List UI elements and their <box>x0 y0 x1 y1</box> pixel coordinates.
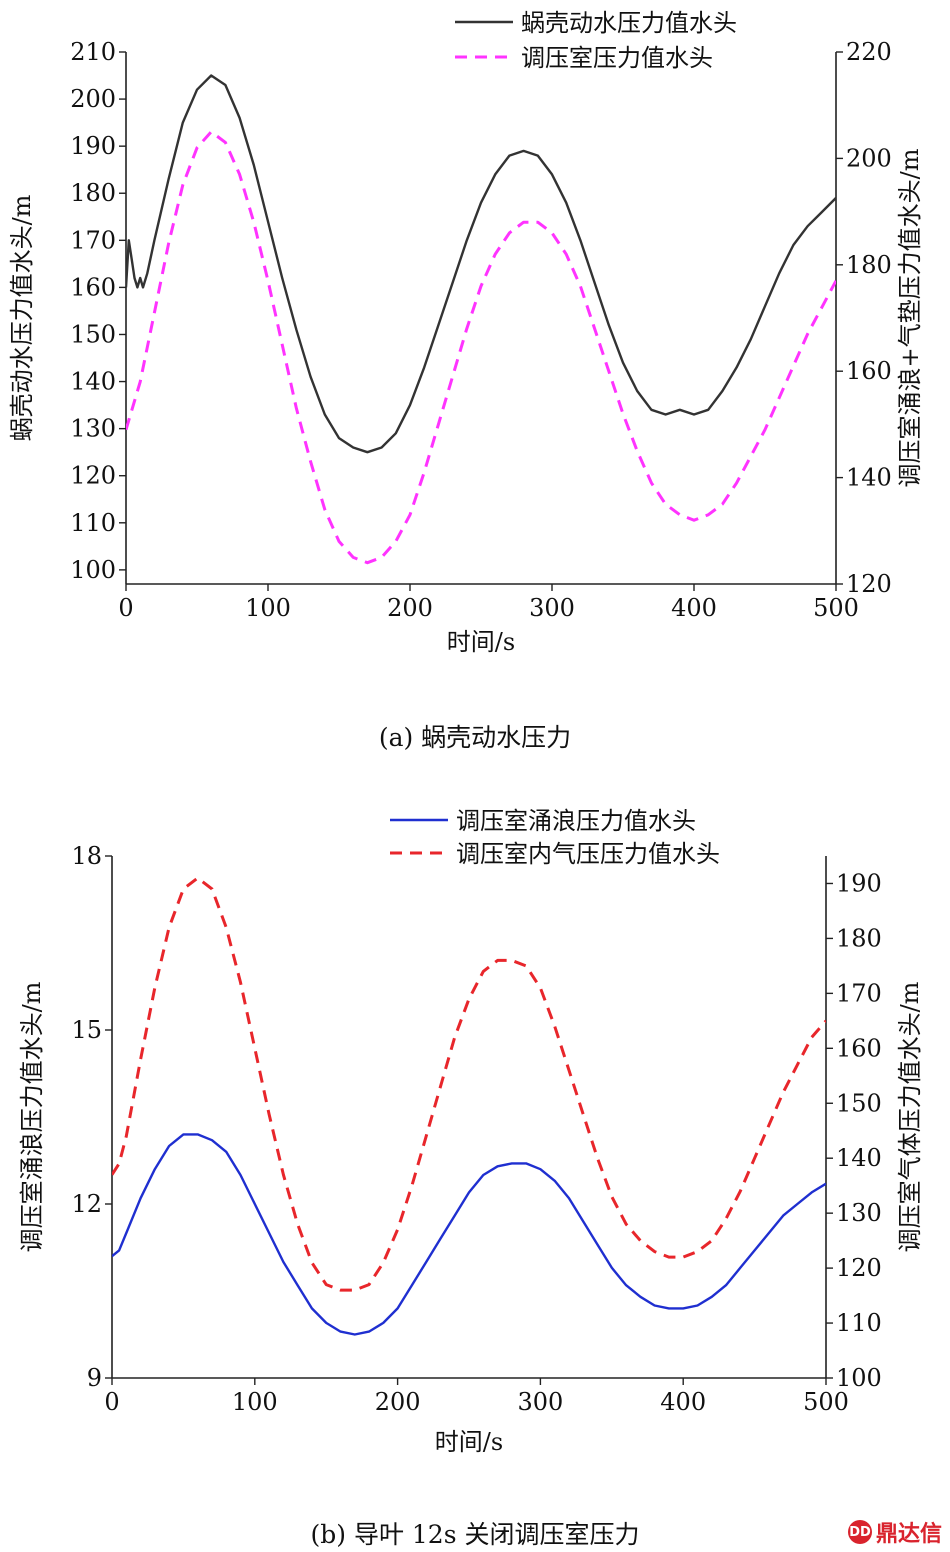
right-y-tick-label: 200 <box>846 144 892 172</box>
right-y-tick-label: 140 <box>846 464 892 492</box>
watermark-logo: DD 鼎达信 <box>847 1516 942 1548</box>
x-tick-label: 500 <box>813 594 859 622</box>
left-y-axis-label: 调压室涌浪压力值水头/m <box>18 981 46 1252</box>
left-y-tick-label: 130 <box>70 415 116 443</box>
right-y-tick-label: 140 <box>836 1144 882 1172</box>
right-y-tick-label: 100 <box>836 1364 882 1392</box>
right-y-axis-label: 调压室气体压力值水头/m <box>896 981 924 1252</box>
x-tick-label: 0 <box>104 1388 119 1416</box>
x-tick-label: 200 <box>375 1388 421 1416</box>
left-y-tick-label: 180 <box>70 179 116 207</box>
legend-label-2: 调压室内气压压力值水头 <box>456 840 720 868</box>
caption-b: (b) 导叶 12s 关闭调压室压力 <box>310 1520 640 1549</box>
right-y-axis-label: 调压室涌浪+气垫压力值水头/m <box>896 148 924 487</box>
x-tick-label: 400 <box>671 594 717 622</box>
right-y-tick-label: 180 <box>846 251 892 279</box>
left-y-tick-label: 18 <box>71 842 102 870</box>
legend-label-1: 调压室涌浪压力值水头 <box>456 807 696 835</box>
watermark-badge-icon: DD <box>847 1520 872 1544</box>
left-y-tick-label: 110 <box>70 509 116 537</box>
x-tick-label: 200 <box>387 594 433 622</box>
left-y-tick-label: 150 <box>70 320 116 348</box>
right-y-tick-label: 110 <box>836 1309 882 1337</box>
left-y-tick-label: 120 <box>70 462 116 490</box>
x-tick-label: 100 <box>232 1388 278 1416</box>
series-line-1 <box>126 74 836 454</box>
right-y-tick-label: 180 <box>836 924 882 952</box>
right-y-tick-label: 190 <box>836 869 882 897</box>
left-y-tick-label: 210 <box>70 38 116 66</box>
x-tick-label: 300 <box>517 1388 563 1416</box>
x-tick-label: 100 <box>245 594 291 622</box>
right-y-tick-label: 160 <box>846 357 892 385</box>
x-axis-label: 时间/s <box>435 1428 503 1456</box>
series-line-1 <box>112 1133 826 1336</box>
left-y-tick-label: 170 <box>70 226 116 254</box>
left-y-tick-label: 160 <box>70 273 116 301</box>
x-axis-label: 时间/s <box>447 628 515 656</box>
watermark-text: 鼎达信 <box>875 1522 942 1547</box>
right-y-tick-label: 150 <box>836 1089 882 1117</box>
right-y-tick-label: 220 <box>846 38 892 66</box>
x-tick-label: 500 <box>803 1388 849 1416</box>
right-y-tick-label: 160 <box>836 1034 882 1062</box>
chart-a: 0 100 200 300 400 500100110120130140150160170… <box>8 9 924 656</box>
left-y-tick-label: 190 <box>70 132 116 160</box>
legend-label-1: 蜗壳动水压力值水头 <box>521 9 737 37</box>
legend-label-2: 调压室压力值水头 <box>521 44 713 72</box>
x-tick-label: 300 <box>529 594 575 622</box>
left-y-tick-label: 9 <box>87 1364 102 1392</box>
x-tick-label: 400 <box>660 1388 706 1416</box>
series-line-2 <box>112 876 826 1292</box>
right-y-tick-label: 170 <box>836 979 882 1007</box>
series-line-2 <box>126 130 836 565</box>
left-y-tick-label: 100 <box>70 556 116 584</box>
left-y-axis-label: 蜗壳动水压力值水头/m <box>8 194 36 441</box>
left-y-tick-label: 140 <box>70 368 116 396</box>
chart-b: 0 100 200 300 400 500 9 12 15 18 100 110 120 130 140 15… <box>18 807 924 1456</box>
right-y-tick-label: 120 <box>846 570 892 598</box>
left-y-tick-label: 15 <box>71 1016 102 1044</box>
x-tick-label: 0 <box>118 594 133 622</box>
right-y-tick-label: 120 <box>836 1254 882 1282</box>
left-y-tick-label: 12 <box>71 1190 102 1218</box>
left-y-tick-label: 200 <box>70 85 116 113</box>
caption-a: (a) 蜗壳动水压力 <box>378 723 572 752</box>
right-y-tick-label: 130 <box>836 1199 882 1227</box>
